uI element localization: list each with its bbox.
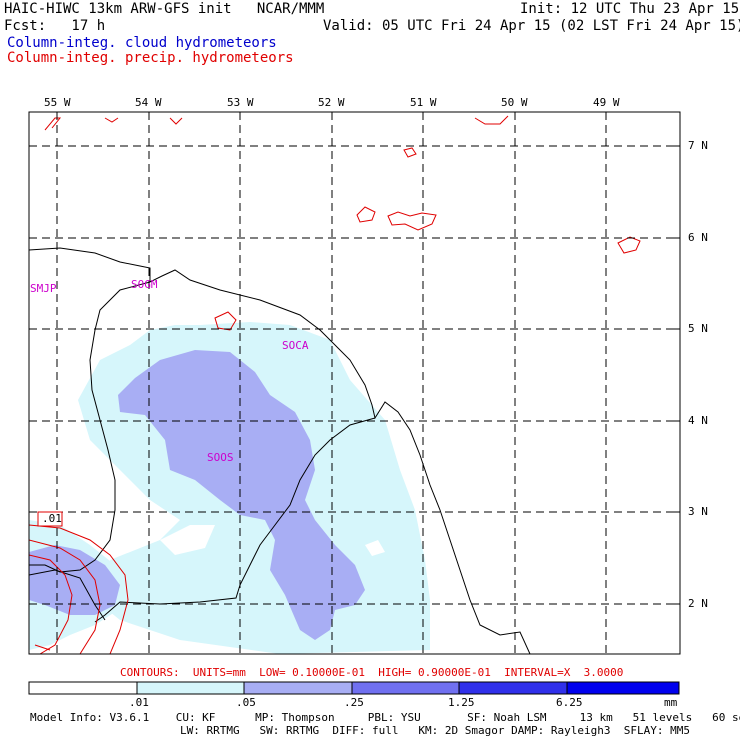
border-french-guiana [29,281,151,573]
contours-info: CONTOURS: UNITS=mm LOW= 0.10000E-01 HIGH… [120,666,624,679]
colorbar-tick: .05 [236,696,256,709]
title-left: HAIC-HIWC 13km ARW-GFS init NCAR/MMM [4,1,325,17]
valid-time: Valid: 05 UTC Fri 24 Apr 15 (02 LST Fri … [323,18,740,34]
precip-contour [387,211,437,231]
lat-label: 3 N [688,505,708,518]
legend-cloud: Column-integ. cloud hydrometeors [7,35,277,51]
colorbar-tick: 6.25 [556,696,583,709]
colorbar-bin [351,681,460,695]
lon-label: 49 W [593,96,620,109]
cloud-field-medium-sw [29,545,120,615]
cloud-gap [160,525,215,555]
lon-label: 50 W [501,96,528,109]
grid-lines [29,112,680,654]
colorbar-tick: .25 [344,696,364,709]
lon-label: 52 W [318,96,345,109]
coastlines [29,247,531,654]
forecast-hour: Fcst: 17 h [4,18,106,34]
init-time: Init: 12 UTC Thu 23 Apr 15 [520,1,740,17]
hydrometeor-fields [29,322,430,654]
lon-label: 55 W [44,96,71,109]
precip-contours [29,115,641,654]
precip-contour [403,147,417,158]
border-amapa [94,417,376,623]
lat-label: 6 N [688,231,708,244]
colorbar-tick: .01 [129,696,149,709]
colorbar-bin [28,681,138,695]
cloud-gap-2 [365,540,385,556]
tick-marks [56,112,680,605]
cloud-field-medium [118,350,365,640]
lat-label: 4 N [688,414,708,427]
border-sw [29,569,106,621]
station-label: SOCA [282,339,309,352]
precip-contour [474,115,509,125]
precip-contour [104,117,119,123]
precip-contour [44,117,62,131]
precip-contour-sw-mid [29,539,101,654]
precip-contour-sw-outer [29,524,129,654]
lat-label: 5 N [688,322,708,335]
model-info-1: Model Info: V3.6.1 CU: KF MP: Thompson P… [30,711,740,724]
colorbar-unit: mm [664,696,678,709]
precip-contour [214,311,237,331]
lat-label: 7 N [688,139,708,152]
precip-contour [617,236,641,254]
lon-label: 51 W [410,96,437,109]
precip-contour [356,206,376,223]
contour-label: .01 [42,512,62,525]
colorbar-tick: 1.25 [448,696,475,709]
colorbar-bin [136,681,245,695]
colorbar-bin [566,681,680,695]
contour-label-box [37,511,63,527]
station-label: SOOS [207,451,234,464]
lon-label: 53 W [227,96,254,109]
legend-precip: Column-integ. precip. hydrometeors [7,50,294,66]
precip-contour [34,644,51,651]
lon-label: 54 W [135,96,162,109]
lat-label: 2 N [688,597,708,610]
station-label: SMJP [30,282,57,295]
coastline-north [29,247,531,654]
colorbar-bin [458,681,568,695]
station-label: SOGM [131,278,158,291]
map-frame [28,111,681,655]
colorbar [28,681,680,695]
model-info-2: LW: RRTMG SW: RRTMG DIFF: full KM: 2D Sm… [180,724,690,737]
precip-contour [169,117,183,125]
precip-contour-sw-inner [29,554,73,654]
colorbar-bin [243,681,353,695]
